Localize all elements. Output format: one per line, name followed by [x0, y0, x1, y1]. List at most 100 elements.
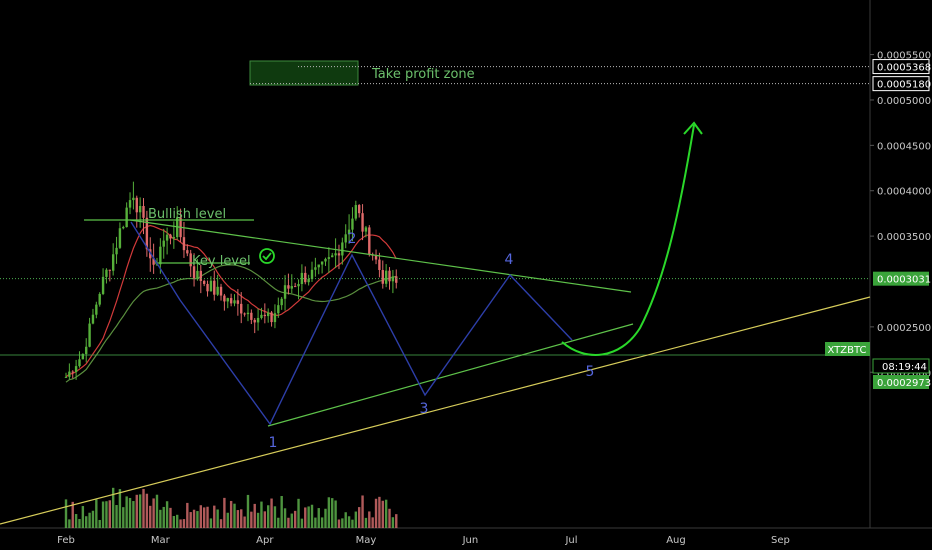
candle-body	[122, 227, 125, 229]
candle-body	[118, 228, 122, 248]
volume-bar	[105, 501, 108, 528]
candle-body	[334, 253, 337, 256]
volume-bar	[115, 505, 118, 528]
candle-body	[246, 312, 250, 315]
volume-bar	[192, 509, 196, 528]
candle-body	[341, 242, 344, 256]
volume-bar	[202, 507, 206, 528]
volume-bar	[293, 510, 297, 528]
candles-layer	[64, 181, 398, 380]
candle-body	[68, 371, 71, 377]
x-tick-label: Jul	[564, 535, 577, 546]
volume-bar	[223, 497, 226, 528]
candle-body	[206, 283, 209, 292]
candle-body	[361, 213, 364, 232]
candle-body	[327, 257, 331, 259]
volume-bar	[149, 505, 152, 528]
candle-body	[384, 270, 388, 284]
volume-bar	[368, 511, 371, 528]
candle-body	[85, 346, 88, 355]
volume-bar	[179, 519, 182, 528]
volume-bar	[81, 506, 85, 528]
key-level-label: Key level	[192, 254, 251, 269]
volume-bar	[128, 497, 132, 528]
volume-bar	[95, 499, 98, 528]
candle-body	[324, 258, 327, 262]
candle-body	[152, 258, 155, 265]
candle-body	[337, 253, 341, 256]
resistance-trendline	[129, 219, 632, 293]
volume-bar	[320, 517, 324, 528]
y-tick-label: 0.0004000	[877, 187, 931, 198]
volume-bar	[176, 514, 179, 528]
price-tag-label: 0.0005368	[877, 63, 931, 74]
candle-body	[101, 276, 105, 294]
price-tag-label: 0.0002973	[877, 378, 931, 389]
volume-bar	[101, 501, 105, 528]
volume-bar	[206, 506, 209, 528]
volume-bar	[270, 498, 273, 528]
y-tick-label: 0.0002000	[877, 368, 931, 379]
candle-body	[388, 270, 391, 282]
candle-body	[125, 207, 128, 228]
candle-body	[260, 314, 263, 318]
y-tick-label: 0.0004500	[877, 141, 931, 152]
candle-body	[192, 266, 196, 279]
wave-label-5: 5	[586, 364, 595, 380]
candle-body	[74, 366, 78, 373]
candle-body	[391, 276, 395, 282]
volume-bar	[199, 505, 202, 528]
wave-path	[130, 221, 573, 426]
volume-bar	[145, 493, 149, 528]
volume-bar	[226, 512, 229, 528]
volume-bar	[395, 514, 398, 528]
candle-body	[277, 305, 280, 314]
candle-body	[317, 264, 320, 268]
volume-bar	[391, 517, 395, 528]
candle-body	[263, 314, 267, 317]
candle-body	[357, 205, 361, 214]
price-tag-box	[873, 271, 929, 286]
candle-body	[307, 278, 310, 283]
volume-bar	[111, 487, 115, 528]
volume-bar	[341, 518, 344, 528]
x-tick-label: Mar	[151, 535, 171, 546]
y-tick-label: 0.0005000	[877, 96, 931, 107]
candle-body	[71, 371, 74, 373]
volume-bar	[287, 517, 290, 528]
take-profit-label: Take profit zone	[371, 67, 475, 82]
candle-body	[78, 359, 81, 367]
volume-bar	[233, 503, 236, 528]
candle-body	[115, 247, 118, 255]
countdown-box	[872, 358, 930, 374]
candle-body	[145, 217, 149, 250]
candle-body	[226, 298, 229, 302]
volume-bar	[250, 511, 253, 528]
moving-averages-layer	[65, 224, 397, 383]
volume-bar	[219, 519, 223, 528]
candle-body	[293, 286, 297, 288]
volume-bar	[371, 517, 374, 528]
candle-body	[304, 272, 307, 283]
volume-bar	[364, 517, 368, 528]
volume-bar	[85, 516, 88, 528]
candle-body	[219, 286, 223, 296]
symbol-tag-box	[825, 342, 870, 356]
candle-body	[344, 234, 347, 243]
candle-body	[138, 206, 142, 213]
volume-bar	[196, 511, 199, 528]
candle-body	[300, 272, 304, 285]
candle-body	[273, 313, 277, 323]
candle-body	[111, 254, 115, 271]
candle-body	[209, 280, 213, 292]
candle-body	[287, 285, 290, 289]
volume-bar	[344, 512, 347, 528]
volume-bar	[263, 511, 267, 528]
volume-bar	[260, 501, 263, 528]
volume-bar	[209, 518, 213, 528]
candle-body	[155, 264, 159, 266]
wave-label-3: 3	[420, 401, 429, 417]
candle-body	[290, 286, 293, 289]
volume-bar	[273, 506, 277, 528]
